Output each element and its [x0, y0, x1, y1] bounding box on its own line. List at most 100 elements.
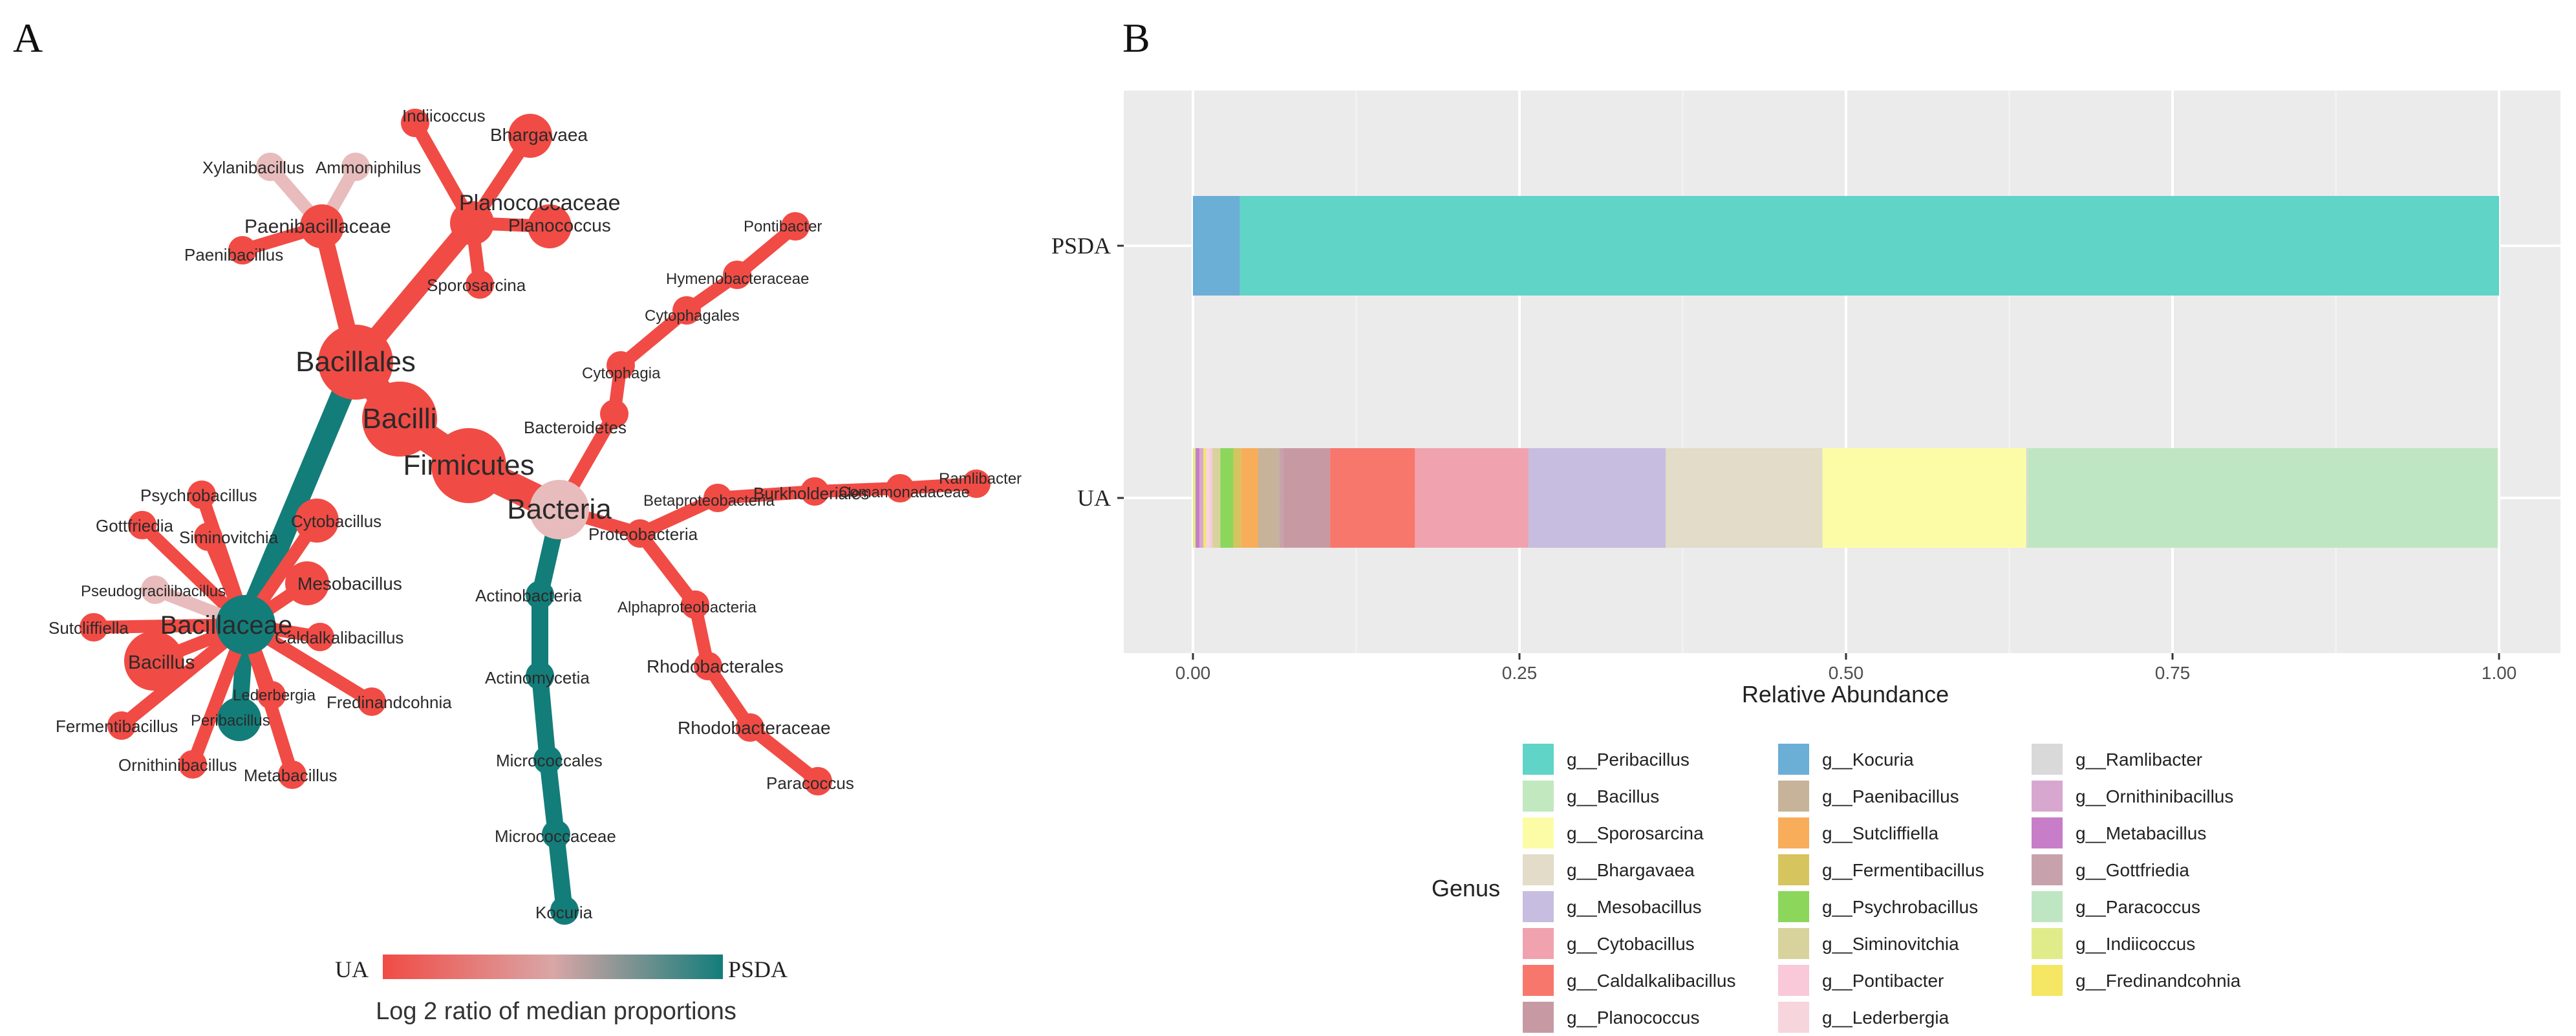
node-fermentibacillus: [107, 711, 136, 740]
legend-label-gplanococcus: g__Planococcus: [1567, 1008, 1699, 1028]
legend-swatch-gbhargavaea: [1523, 854, 1554, 885]
node-cytobacillus: [295, 499, 339, 543]
label-caldalkalibacillus: Caldalkalibacillus: [275, 628, 403, 647]
label-gottfriedia: Gottfriedia: [96, 516, 173, 535]
legend: g__Peribacillus g__Bacillus g__Sporosarcin…: [1523, 744, 2241, 1033]
node-peribacillus: [217, 697, 261, 741]
legend-swatch-gparacoccus: [2032, 891, 2063, 922]
label-micrococcales: Micrococcales: [496, 751, 603, 770]
bar-ua-gcytobacillus: [1415, 448, 1529, 548]
x-axis-title: Relative Abundance: [1742, 681, 1949, 707]
legend-swatch-gfredinandcohnia: [2032, 965, 2063, 996]
scale-gradient-bar: [383, 955, 723, 979]
label-siminovitchia: Siminovitchia: [179, 528, 279, 547]
panel-a-letter: A: [13, 15, 43, 61]
legend-label-gsporosarcina: g__Sporosarcina: [1567, 823, 1704, 843]
x-tick-label: 0.00: [1175, 663, 1211, 683]
cladogram-nodes: [80, 109, 991, 925]
legend-swatch-gindiicoccus: [2032, 928, 2063, 959]
legend-swatch-glederbergia: [1778, 1002, 1809, 1033]
label-xylanibacillus: Xylanibacillus: [202, 158, 305, 177]
node-micrococcales: [533, 746, 562, 774]
node-actinomycetia: [526, 662, 554, 690]
legend-swatch-ggottfriedia: [2032, 854, 2063, 885]
node-bacilli: [362, 382, 437, 457]
label-hymenobacteraceae: Hymenobacteraceae: [666, 270, 809, 288]
legend-label-gpontibacter: g__Pontibacter: [1822, 971, 1944, 991]
label-lederbergia: Lederbergia: [233, 687, 316, 704]
legend-label-gsiminovitchia: g__Siminovitchia: [1822, 934, 1959, 954]
label-bacilli: Bacilli: [363, 403, 437, 435]
bar-ua-gbhargavaea: [1666, 448, 1823, 548]
node-actinobacteria: [526, 581, 554, 609]
node-fredinandcohnia: [358, 687, 386, 716]
node-micrococcaceae: [542, 820, 570, 848]
bar-ua-gplanococcus: [1283, 448, 1331, 548]
node-bacillales: [318, 325, 393, 400]
node-planococcus: [528, 204, 572, 248]
node-cytophagales: [672, 296, 701, 325]
node-gottfriedia: [128, 511, 156, 539]
node-bacillus: [124, 631, 184, 691]
x-tick-label: 0.25: [1502, 663, 1538, 683]
legend-label-gramlibacter: g__Ramlibacter: [2076, 750, 2202, 770]
node-bacillaceae: [216, 595, 275, 654]
node-xylanibacillus: [256, 153, 284, 181]
node-kocuria: [550, 896, 579, 925]
node-siminovitchia: [194, 523, 222, 551]
legend-swatch-gramlibacter: [2032, 744, 2063, 775]
bar-ua-gpsychrobacillus: [1220, 448, 1234, 548]
legend-label-gbacillus: g__Bacillus: [1567, 786, 1659, 806]
node-betaproteobacteria: [703, 484, 732, 512]
node-ornithinibacillus: [178, 750, 207, 779]
legend-swatch-gplanococcus: [1523, 1002, 1554, 1033]
x-tick-label: 1.00: [2482, 663, 2517, 683]
legend-swatch-gpontibacter: [1778, 965, 1809, 996]
label-paracoccus: Paracoccus: [766, 773, 854, 793]
label-sutcliffiella: Sutcliffiella: [48, 618, 129, 638]
bar-ua-gramlibacter: [2026, 448, 2028, 548]
label-peribacillus: Peribacillus: [191, 712, 270, 729]
node-psychrobacillus: [188, 480, 216, 509]
legend-swatch-gbacillus: [1523, 781, 1554, 812]
bar-psda-gperibacillus: [1240, 196, 2499, 296]
node-paenibacillaceae: [300, 204, 344, 248]
node-alphaproteobacteria: [681, 590, 709, 619]
bar-ua-glederbergia: [1206, 448, 1210, 548]
legend-label-gmesobacillus: g__Mesobacillus: [1567, 897, 1702, 917]
label-pontibacter: Pontibacter: [744, 218, 822, 235]
label-betaproteobacteria: Betaproteobacteria: [643, 492, 775, 510]
label-fermentibacillus: Fermentibacillus: [56, 717, 178, 736]
panel-b-stacked-bar-chart: B PSDA UA 0.00 0.25 0.50 0.75 1.00 Relative A…: [1051, 15, 2560, 1033]
label-bacillus: Bacillus: [128, 652, 195, 673]
scale-title: Log 2 ratio of median proportions: [376, 998, 736, 1025]
label-proteobacteria: Proteobacteria: [588, 524, 698, 544]
panel-a-cladogram: A BacteriaFirmicutesBacilliBacillalesBac…: [13, 15, 1022, 1025]
bar-ua-gmetabacillus: [1196, 448, 1200, 548]
label-sporosarcina: Sporosarcina: [427, 275, 526, 295]
node-planococcaceae: [450, 201, 494, 245]
node-hymenobacteraceae: [723, 261, 751, 289]
node-bacteroidetes: [600, 400, 628, 428]
bar-ua-gornithinibacillus: [1199, 448, 1204, 548]
node-cytophagia: [606, 351, 635, 380]
legend-swatch-gsiminovitchia: [1778, 928, 1809, 959]
legend-label-gpaenibacillus: g__Paenibacillus: [1822, 786, 1959, 806]
y-tick-label-psda: PSDA: [1051, 233, 1111, 259]
scale-left-label: UA: [335, 956, 369, 982]
label-actinobacteria: Actinobacteria: [475, 586, 582, 605]
label-indiicoccus: Indiicoccus: [402, 106, 486, 125]
cladogram-labels: Bacteria Firmicutes Bacilli Bacillales Bacil…: [48, 106, 1022, 922]
node-paracoccus: [804, 767, 832, 795]
bar-psda-gkocuria: [1193, 196, 1240, 296]
legend-swatch-gmetabacillus: [2032, 817, 2063, 848]
legend-swatch-gsutcliffiella: [1778, 817, 1809, 848]
legend-label-gmetabacillus: g__Metabacillus: [2076, 823, 2206, 843]
node-mesobacillus: [285, 561, 329, 605]
node-pseudogracilibacillus: [141, 576, 169, 604]
y-axis: PSDA UA: [1051, 233, 1124, 511]
label-bacillaceae: Bacillaceae: [160, 611, 293, 640]
bar-ua-ggottfriedia: [1279, 448, 1283, 548]
legend-label-gkocuria: g__Kocuria: [1822, 750, 1914, 770]
